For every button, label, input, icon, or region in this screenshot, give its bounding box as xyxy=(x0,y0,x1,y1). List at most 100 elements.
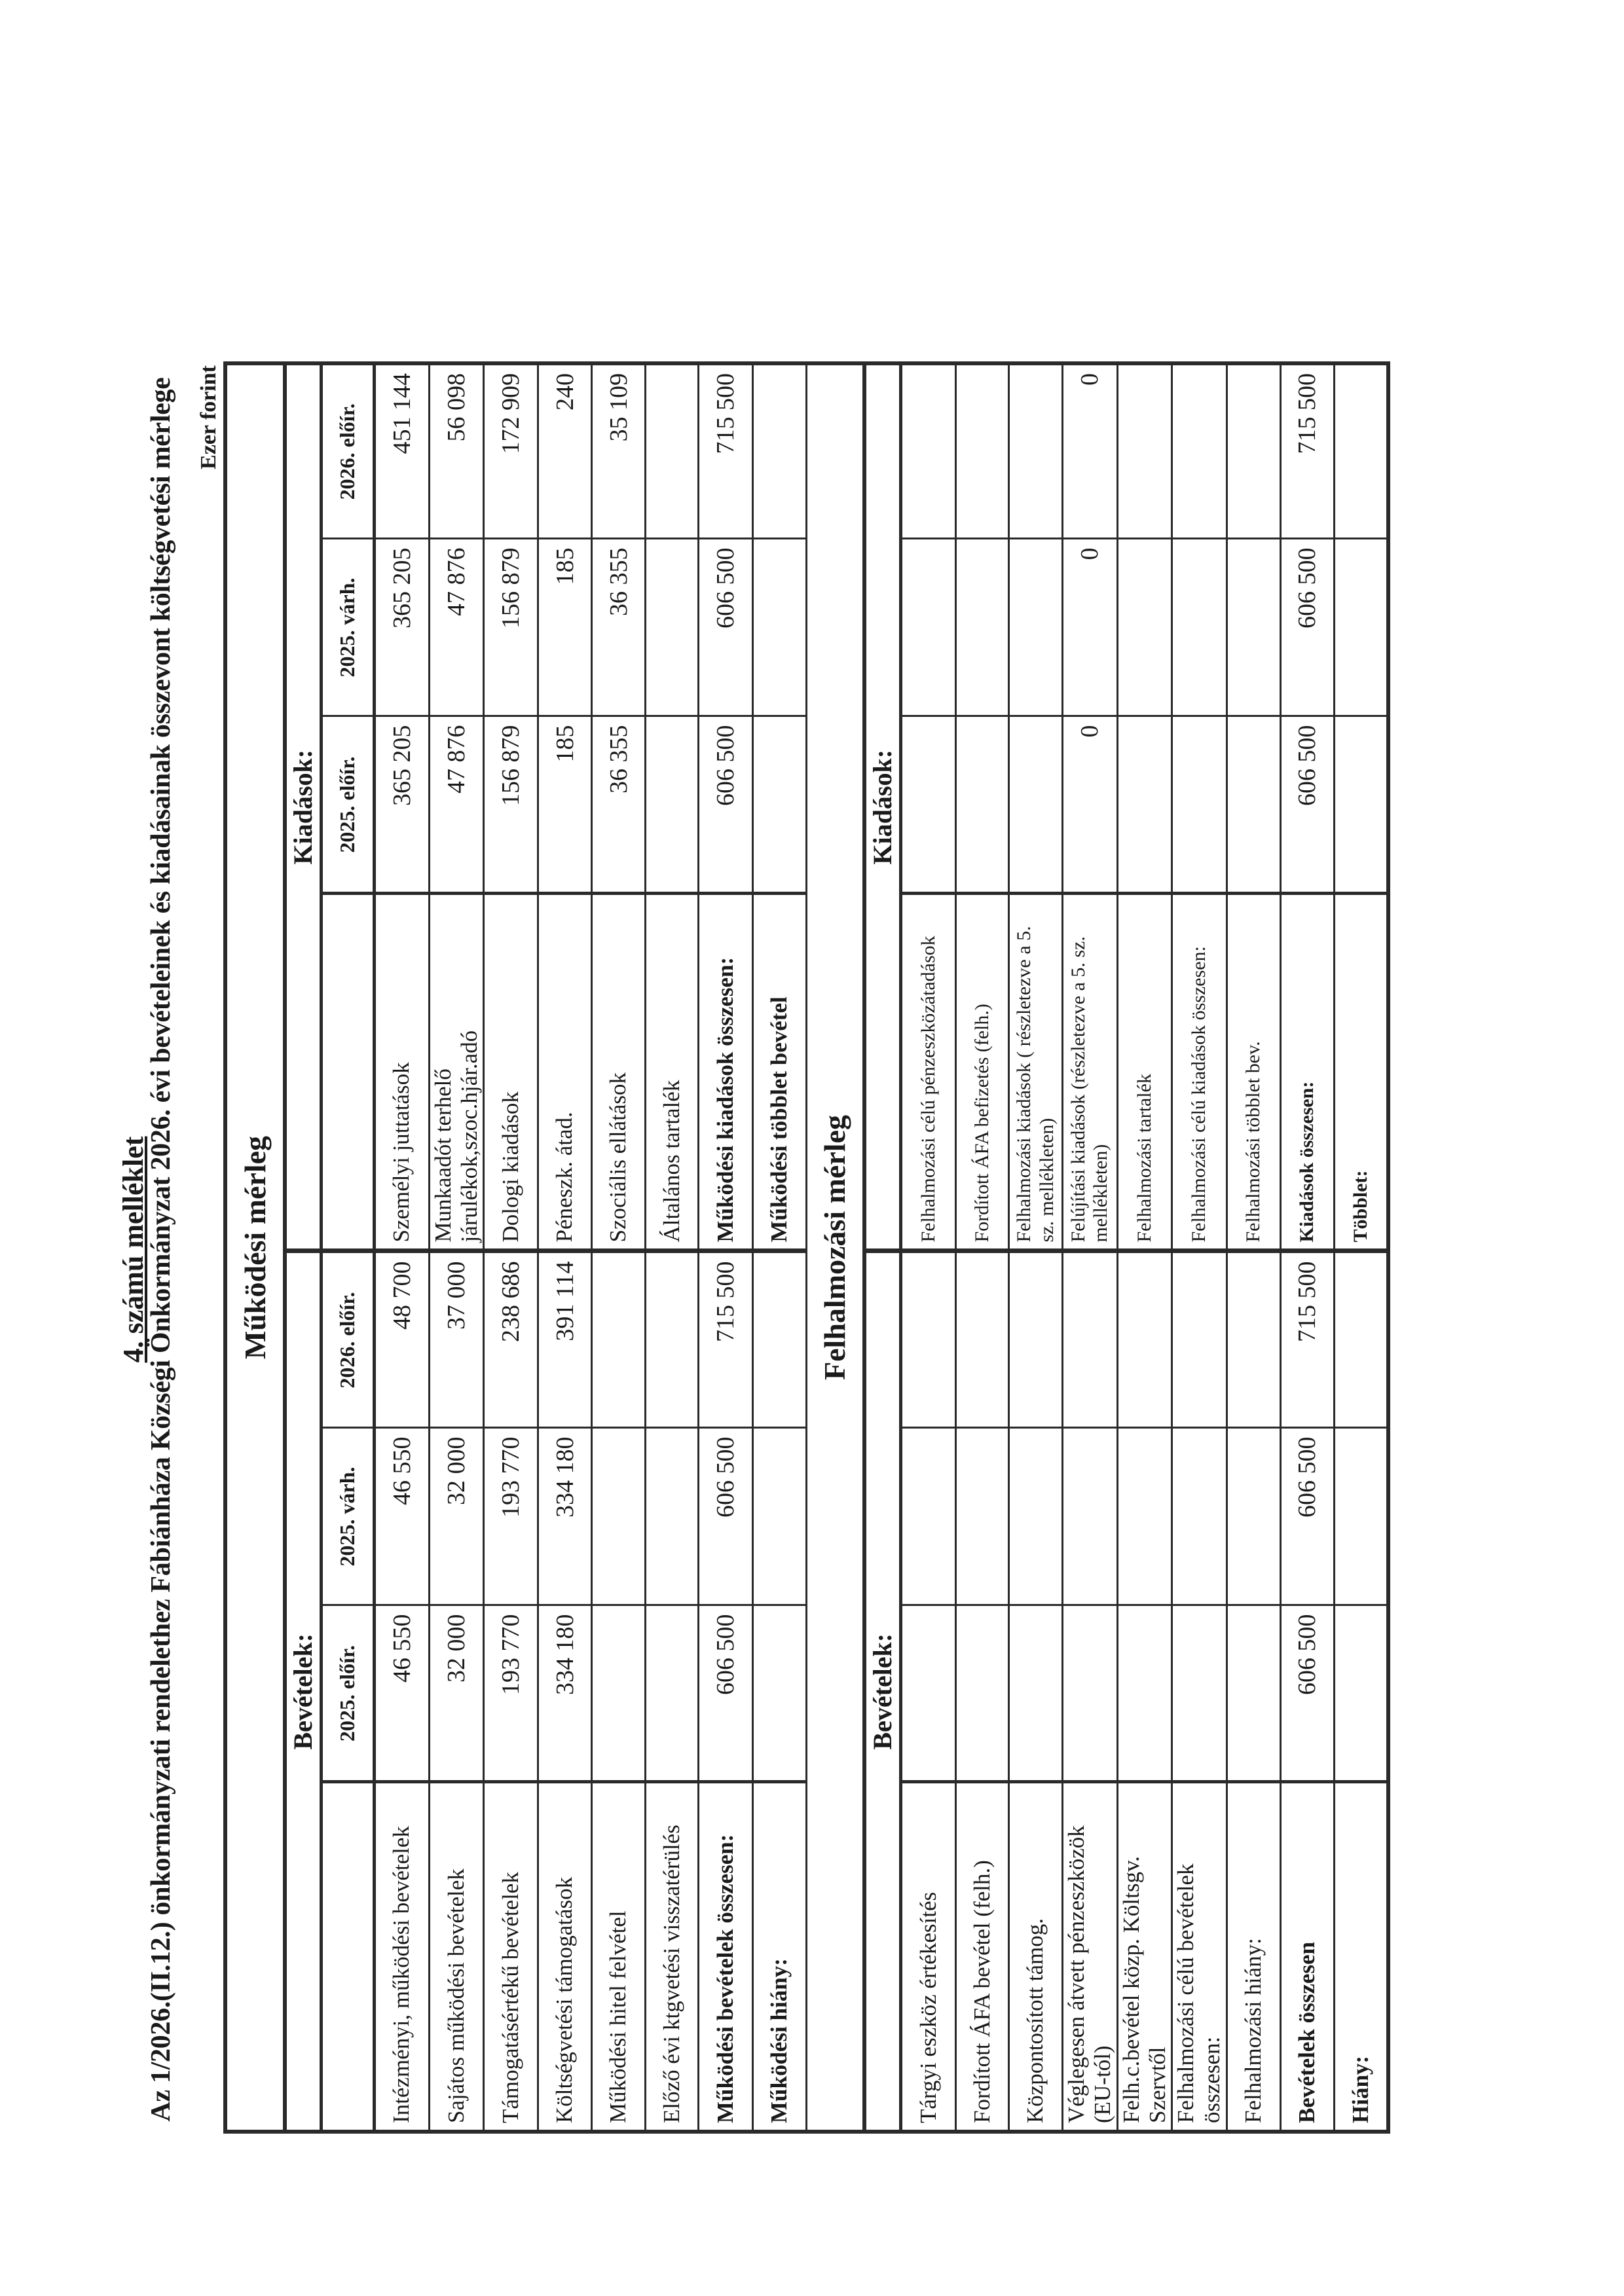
expense-label: Általános tartalék xyxy=(645,894,699,1251)
expense-value: 47 876 xyxy=(429,539,484,716)
revenue-label: Sajátos működési bevételek xyxy=(429,1782,484,2132)
revenue-value xyxy=(955,1605,1009,1782)
table-row: Fordított ÁFA bevétel (felh.) Fordított Á… xyxy=(955,363,1009,2132)
revenue-value xyxy=(752,1605,807,1782)
expense-value: 35 109 xyxy=(591,363,646,539)
revenue-label: Előző évi ktgvetési visszatérülés xyxy=(645,1782,699,2132)
expense-value xyxy=(900,539,956,716)
revenue-label: Bevételek összesen xyxy=(1280,1782,1334,2132)
revenue-value: 606 500 xyxy=(698,1605,753,1782)
expense-value xyxy=(645,539,699,716)
revenue-label: Hiány: xyxy=(1334,1782,1388,2132)
expense-value: 451 144 xyxy=(374,363,429,539)
expense-value xyxy=(900,716,956,894)
expense-value xyxy=(955,363,1009,539)
table-row: Hiány: Többlet: xyxy=(1334,363,1388,2132)
expense-value xyxy=(1008,539,1063,716)
table-row: Felhalmozási célú bevételek összesen: Fel… xyxy=(1172,363,1227,2132)
table-row: Bevételek összesen 606 500 606 500 715 500 K… xyxy=(1280,363,1334,2132)
operating-section-title: Működési mérleg xyxy=(225,363,285,2132)
expense-label: Felhalmozási kiadások ( részletezve a 5.… xyxy=(1008,894,1063,1251)
expense-label: Munkaadót terhelő járulékok,szoc.hjár.ad… xyxy=(429,894,484,1251)
column-header: 2025. előír. xyxy=(321,1605,374,1782)
revenue-value xyxy=(1172,1428,1227,1605)
expense-value xyxy=(752,539,807,716)
expense-value xyxy=(1334,539,1388,716)
expense-value: 0 xyxy=(1062,539,1117,716)
expense-value: 47 876 xyxy=(429,716,484,894)
revenue-value xyxy=(1172,1251,1227,1428)
table-row: Felh.c.bevétel közp. Költsgv. Szervtől Fe… xyxy=(1117,363,1172,2132)
expense-value xyxy=(955,716,1009,894)
column-header: 2026. előír. xyxy=(321,1251,374,1428)
expense-value xyxy=(1117,716,1172,894)
revenue-value xyxy=(1227,1605,1280,1782)
revenue-value: 334 180 xyxy=(538,1605,592,1782)
expense-value xyxy=(1227,363,1280,539)
revenue-value xyxy=(645,1428,699,1605)
revenue-heading: Bevételek: xyxy=(285,1251,321,2132)
table-row: Intézményi, működési bevételek 46 550 46 5… xyxy=(374,363,429,2132)
expense-label: Működési többlet bevétel xyxy=(752,894,807,1251)
revenue-value xyxy=(645,1251,699,1428)
expense-value xyxy=(1117,539,1172,716)
revenue-label-header xyxy=(321,1782,374,2132)
revenue-label: Támogatásértékű bevételek xyxy=(483,1782,538,2132)
revenue-value xyxy=(752,1251,807,1428)
budget-balance-table: Működési mérleg Bevételek: Kiadások: 2025. … xyxy=(223,361,1390,2134)
expense-value xyxy=(1172,716,1227,894)
column-header: 2026. előír. xyxy=(321,363,374,539)
revenue-value: 606 500 xyxy=(698,1428,753,1605)
capital-section-title: Felhalmozási mérleg xyxy=(806,363,864,2132)
revenue-value: 606 500 xyxy=(1280,1605,1334,1782)
table-row: Működési hiány: Működési többlet bevétel xyxy=(752,363,807,2132)
expense-value xyxy=(1334,363,1388,539)
revenue-value xyxy=(645,1605,699,1782)
revenue-value: 334 180 xyxy=(538,1428,592,1605)
expense-value xyxy=(1008,716,1063,894)
expense-heading: Kiadások: xyxy=(864,363,901,1251)
column-header: 2025. várh. xyxy=(321,539,374,716)
column-header: 2025. előír. xyxy=(321,716,374,894)
revenue-label: Tárgyi eszköz értékesítés xyxy=(900,1782,956,2132)
revenue-label: Intézményi, működési bevételek xyxy=(374,1782,429,2132)
expense-value: 365 205 xyxy=(374,716,429,894)
expense-value: 172 909 xyxy=(483,363,538,539)
capital-side-headings: Bevételek: Kiadások: xyxy=(864,363,901,2132)
revenue-value: 32 000 xyxy=(429,1428,484,1605)
revenue-value: 715 500 xyxy=(698,1251,753,1428)
revenue-value: 37 000 xyxy=(429,1251,484,1428)
expense-value xyxy=(1227,539,1280,716)
revenue-value xyxy=(1008,1605,1063,1782)
revenue-value xyxy=(591,1605,646,1782)
table-row: Központosított támog. Felhalmozási kiadás… xyxy=(1008,363,1063,2132)
table-row: Véglegesen átvett pénzeszközök (EU-tól) F… xyxy=(1062,363,1117,2132)
revenue-label: Költségvetési támogatások xyxy=(538,1782,592,2132)
expense-value xyxy=(752,716,807,894)
revenue-value: 238 686 xyxy=(483,1251,538,1428)
table-row: Sajátos működési bevételek 32 000 32 000 37… xyxy=(429,363,484,2132)
operating-side-headings: Bevételek: Kiadások: xyxy=(285,363,321,2132)
table-row: Költségvetési támogatások 334 180 334 180 3… xyxy=(538,363,592,2132)
revenue-heading: Bevételek: xyxy=(864,1251,901,2132)
revenue-value xyxy=(1172,1605,1227,1782)
revenue-value xyxy=(1334,1605,1388,1782)
revenue-value: 715 500 xyxy=(1280,1251,1334,1428)
section-title: Felhalmozási mérleg xyxy=(806,363,864,2132)
revenue-value xyxy=(1227,1251,1280,1428)
expense-label: Péneszk. átad. xyxy=(538,894,592,1251)
table-row: Felhalmozási hiány: Felhalmozási többlet … xyxy=(1227,363,1280,2132)
revenue-value xyxy=(1117,1605,1172,1782)
expense-heading: Kiadások: xyxy=(285,363,321,1251)
table-row: Működési bevételek összesen: 606 500 606 5… xyxy=(698,363,753,2132)
expense-label: Felhalmozási tartalék xyxy=(1117,894,1172,1251)
revenue-value xyxy=(900,1251,956,1428)
revenue-value xyxy=(1334,1251,1388,1428)
revenue-value xyxy=(900,1605,956,1782)
expense-value xyxy=(1008,363,1063,539)
expense-value: 156 879 xyxy=(483,539,538,716)
expense-value xyxy=(955,539,1009,716)
table-row: Működési hitel felvétel Szociális ellátás… xyxy=(591,363,646,2132)
expense-value: 36 355 xyxy=(591,539,646,716)
